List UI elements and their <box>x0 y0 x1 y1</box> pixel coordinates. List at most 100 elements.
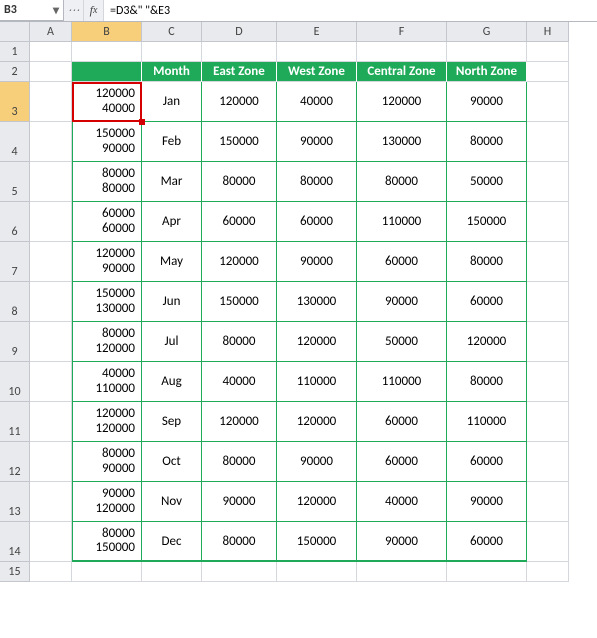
table-cell[interactable]: Sep <box>142 402 202 442</box>
concat-cell[interactable]: 150000130000 <box>72 282 142 322</box>
table-cell[interactable]: 40000 <box>202 362 277 402</box>
cell[interactable] <box>72 562 142 582</box>
cell[interactable] <box>527 522 569 562</box>
table-cell[interactable]: 120000 <box>202 242 277 282</box>
cell[interactable] <box>30 122 72 162</box>
cell[interactable] <box>527 322 569 362</box>
table-cell[interactable]: 130000 <box>277 282 357 322</box>
concat-cell[interactable]: 8000080000 <box>72 162 142 202</box>
cell[interactable] <box>527 162 569 202</box>
table-cell[interactable]: 80000 <box>447 242 527 282</box>
table-cell[interactable]: Jul <box>142 322 202 362</box>
row-header-10[interactable]: 10 <box>0 362 30 402</box>
table-cell[interactable]: 90000 <box>277 242 357 282</box>
table-cell[interactable]: Jan <box>142 82 202 122</box>
cell[interactable] <box>30 562 72 582</box>
cell[interactable] <box>277 562 357 582</box>
table-cell[interactable]: 80000 <box>202 322 277 362</box>
table-cell[interactable]: 120000 <box>277 482 357 522</box>
cell[interactable] <box>527 62 569 82</box>
cell[interactable] <box>142 42 202 62</box>
cell[interactable] <box>202 562 277 582</box>
concat-cell[interactable]: 80000150000 <box>72 522 142 562</box>
cell[interactable] <box>447 42 527 62</box>
table-cell[interactable]: 120000 <box>277 322 357 362</box>
cell[interactable] <box>30 482 72 522</box>
table-cell[interactable]: 120000 <box>277 402 357 442</box>
cell[interactable] <box>30 42 72 62</box>
cell[interactable] <box>527 402 569 442</box>
cell[interactable] <box>30 362 72 402</box>
table-cell[interactable]: 60000 <box>202 202 277 242</box>
cell[interactable] <box>30 82 72 122</box>
column-header-D[interactable]: D <box>202 22 277 42</box>
table-cell[interactable]: 90000 <box>447 82 527 122</box>
row-header-14[interactable]: 14 <box>0 522 30 562</box>
cell[interactable] <box>527 82 569 122</box>
table-cell[interactable]: Nov <box>142 482 202 522</box>
table-cell[interactable]: 90000 <box>447 482 527 522</box>
concat-cell[interactable]: 80000120000 <box>72 322 142 362</box>
concat-cell[interactable]: 6000060000 <box>72 202 142 242</box>
table-cell[interactable]: 150000 <box>202 122 277 162</box>
fill-handle[interactable] <box>139 119 145 125</box>
table-cell[interactable]: 80000 <box>202 162 277 202</box>
cell[interactable] <box>527 442 569 482</box>
chevron-down-icon[interactable]: ▾ <box>53 3 59 18</box>
table-cell[interactable]: 80000 <box>447 362 527 402</box>
cell[interactable] <box>527 202 569 242</box>
table-cell[interactable]: 90000 <box>357 282 447 322</box>
row-header-2[interactable]: 2 <box>0 62 30 82</box>
cell[interactable] <box>357 562 447 582</box>
table-cell[interactable]: Feb <box>142 122 202 162</box>
table-cell[interactable]: 150000 <box>202 282 277 322</box>
concat-cell[interactable]: 15000090000 <box>72 122 142 162</box>
table-cell[interactable]: 110000 <box>447 402 527 442</box>
table-cell[interactable]: 80000 <box>277 162 357 202</box>
table-cell[interactable]: 90000 <box>277 122 357 162</box>
table-cell[interactable]: 130000 <box>357 122 447 162</box>
concat-cell[interactable]: 40000110000 <box>72 362 142 402</box>
table-cell[interactable]: Jun <box>142 282 202 322</box>
concat-cell[interactable]: 90000120000 <box>72 482 142 522</box>
table-cell[interactable]: 80000 <box>202 522 277 562</box>
cell[interactable] <box>527 362 569 402</box>
table-cell[interactable]: 150000 <box>447 202 527 242</box>
table-cell[interactable]: 60000 <box>277 202 357 242</box>
table-cell[interactable]: 40000 <box>277 82 357 122</box>
column-header-H[interactable]: H <box>527 22 569 42</box>
table-cell[interactable]: Oct <box>142 442 202 482</box>
table-cell[interactable]: 80000 <box>202 442 277 482</box>
row-header-7[interactable]: 7 <box>0 242 30 282</box>
table-cell[interactable]: 120000 <box>202 82 277 122</box>
select-all-corner[interactable] <box>0 22 30 42</box>
cell[interactable] <box>202 42 277 62</box>
row-header-3[interactable]: 3 <box>0 82 30 122</box>
cell[interactable] <box>277 42 357 62</box>
cell[interactable] <box>527 282 569 322</box>
column-header-G[interactable]: G <box>447 22 527 42</box>
table-cell[interactable]: 80000 <box>357 162 447 202</box>
table-cell[interactable]: 110000 <box>277 362 357 402</box>
table-cell[interactable]: 60000 <box>447 282 527 322</box>
table-cell[interactable]: May <box>142 242 202 282</box>
table-cell[interactable]: 60000 <box>357 442 447 482</box>
cell[interactable] <box>527 242 569 282</box>
table-cell[interactable]: 60000 <box>447 442 527 482</box>
row-header-6[interactable]: 6 <box>0 202 30 242</box>
row-header-11[interactable]: 11 <box>0 402 30 442</box>
column-header-F[interactable]: F <box>357 22 447 42</box>
row-header-9[interactable]: 9 <box>0 322 30 362</box>
concat-cell[interactable]: 12000090000 <box>72 242 142 282</box>
concat-cell[interactable]: 8000090000 <box>72 442 142 482</box>
table-cell[interactable]: 90000 <box>357 522 447 562</box>
name-box-expand-icon[interactable]: ⋯ <box>64 0 84 21</box>
table-cell[interactable]: 40000 <box>357 482 447 522</box>
cell[interactable] <box>447 562 527 582</box>
table-cell[interactable]: 50000 <box>357 322 447 362</box>
cell[interactable] <box>30 202 72 242</box>
table-cell[interactable]: Dec <box>142 522 202 562</box>
cell[interactable] <box>30 322 72 362</box>
cell[interactable] <box>30 522 72 562</box>
spreadsheet-grid[interactable]: ABCDEFGH12MonthEast ZoneWest ZoneCentral… <box>0 22 597 582</box>
